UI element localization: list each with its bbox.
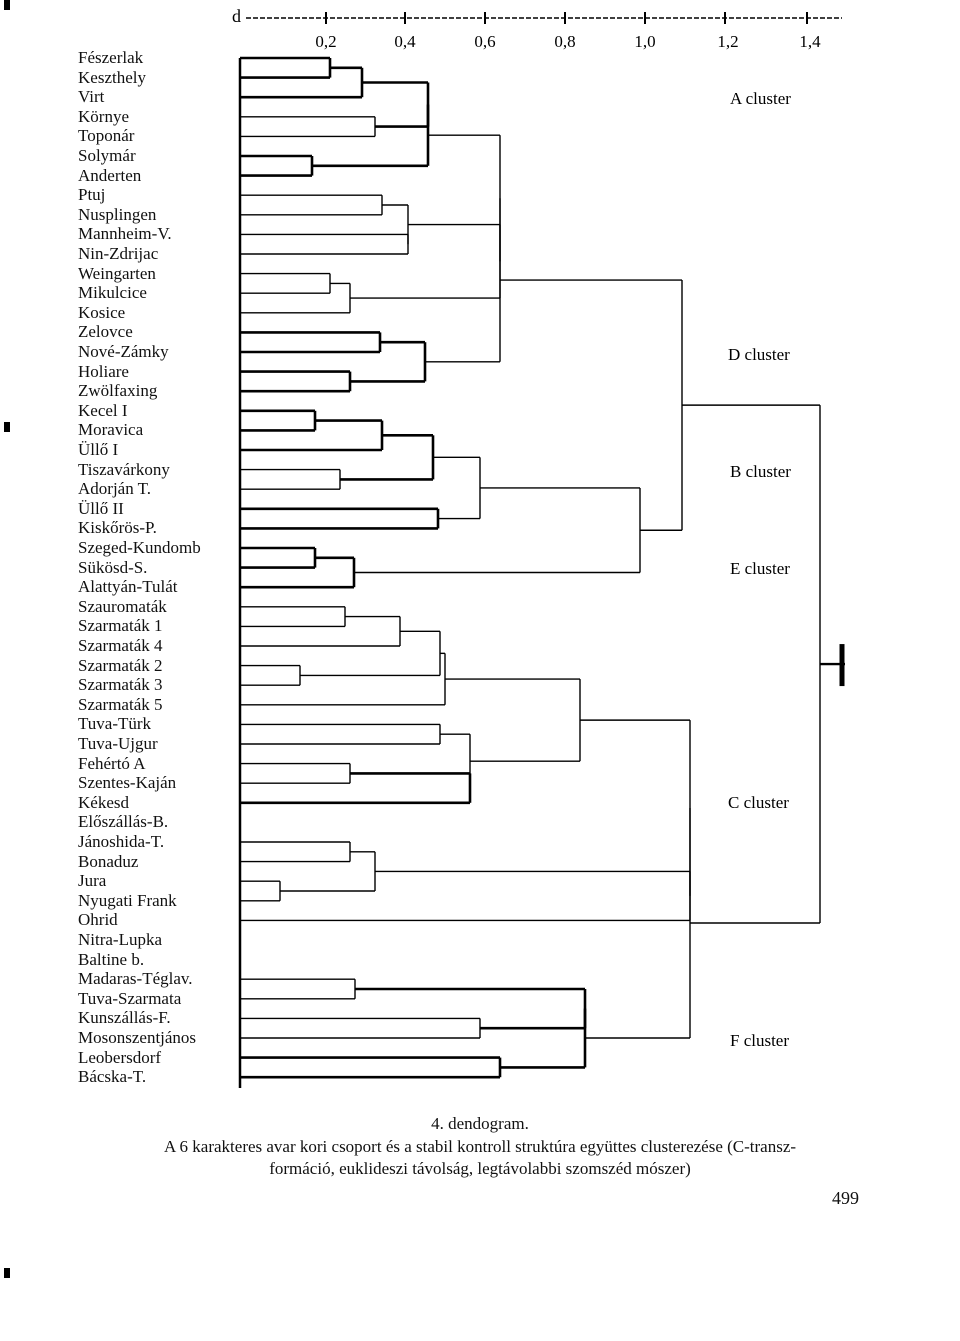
page-number: 499	[832, 1188, 859, 1208]
axis-tick-label: 0,8	[554, 32, 575, 51]
leaf-label: Nin-Zdrijac	[78, 244, 159, 263]
dendrogram: d 0,2 0,4 0,6 0,8 1,0 1,2 1,4 A cluster …	[232, 6, 845, 1088]
leaf-label: Virt	[78, 87, 105, 107]
leaf-label: Kecel I	[78, 400, 128, 420]
leaf-label: Szauromaták	[78, 596, 167, 616]
dendrogram-tree	[240, 56, 845, 1079]
cluster-label-f: F cluster	[730, 1031, 789, 1050]
leaf-label: Zwölfaxing	[78, 381, 158, 401]
leaf-label: Fészerlak	[78, 48, 144, 67]
leaf-label: Kékesd	[78, 792, 129, 812]
leaf-label: Leobersdorf	[78, 1047, 162, 1067]
cluster-label-a: A cluster	[730, 89, 791, 108]
leaf-label: Keszthely	[78, 67, 146, 87]
leaf-label: Anderten	[78, 165, 142, 185]
leaf-label: Nyugati Frank	[78, 890, 177, 910]
leaf-label: Moravica	[78, 420, 144, 440]
leaf-label: Szarmaták 1	[78, 616, 163, 636]
margin-mark	[4, 0, 10, 10]
margin-mark	[4, 422, 10, 432]
leaf-label: Sükösd-S.	[78, 557, 148, 577]
leaf-label: Kiskőrös-P.	[78, 518, 157, 538]
leaf-label: Adorján T.	[78, 479, 152, 499]
leaf-label: Weingarten	[78, 263, 156, 283]
leaf-label: Kosice	[78, 302, 126, 322]
leaf-label: Solymár	[78, 146, 136, 165]
caption-line-1: A 6 karakteres avar kori csoport és a st…	[163, 1137, 797, 1156]
leaf-label: Kunszállás-F.	[78, 1008, 171, 1028]
leaf-label: Szarmaták 4	[78, 636, 163, 655]
leaf-label: Bonaduz	[78, 851, 139, 871]
caption-title: 4. dendogram.	[431, 1114, 529, 1133]
axis-tick-label: 1,2	[717, 32, 738, 51]
leaf-label: Üllő I	[78, 440, 119, 459]
leaf-label: Nitra-Lupka	[78, 930, 163, 949]
leaf-label: Nusplingen	[78, 204, 157, 224]
axis-tick-label: 0,4	[394, 32, 416, 51]
leaf-label: Szarmaták 2	[78, 655, 163, 675]
leaf-label: Jánoshida-T.	[78, 832, 165, 851]
leaf-label: Szarmaták 5	[78, 694, 163, 714]
leaf-label: Mosonszentjános	[78, 1028, 197, 1047]
leaf-label: Tuva-Türk	[78, 714, 152, 734]
leaf-label: Tiszavárkony	[78, 459, 170, 479]
axis-tick-label: 1,0	[634, 32, 655, 51]
leaf-label: Jura	[78, 871, 107, 891]
leaf-label: Mannheim-V.	[78, 224, 172, 244]
cluster-label-e: E cluster	[730, 559, 790, 578]
leaf-label: Üllő II	[78, 498, 124, 518]
axis-tick-label: 1,4	[799, 32, 821, 51]
axis-tick-label: 0,6	[474, 32, 495, 51]
leaf-label: Madaras-Téglav.	[78, 969, 193, 989]
leaf-label: Holiare	[78, 361, 129, 381]
axis-ticks	[325, 12, 808, 24]
leaf-label: Alattyán-Tulát	[78, 577, 178, 597]
leaf-label: Nové-Zámky	[78, 342, 169, 361]
cluster-label-b: B cluster	[730, 462, 791, 481]
leaf-label: Toponár	[78, 126, 135, 146]
cluster-label-c: C cluster	[728, 793, 789, 812]
cluster-label-d: D cluster	[728, 345, 790, 364]
leaf-label: Bácska-T.	[78, 1067, 147, 1087]
leaf-label: Tuva-Szarmata	[78, 988, 182, 1008]
leaf-label: Zelovce	[78, 322, 133, 342]
leaf-label: Ohrid	[78, 910, 118, 930]
margin-mark	[4, 1268, 10, 1278]
leaf-label: Környe	[78, 106, 129, 126]
caption-line-2: formáció, euklideszi távolság, legtávola…	[269, 1159, 691, 1178]
leaf-label: Előszállás-B.	[78, 812, 169, 832]
axis-symbol: d	[232, 6, 241, 26]
leaf-label: Szeged-Kundomb	[78, 538, 201, 557]
leaf-label: Fehértó A	[78, 753, 146, 773]
leaf-label: Baltine b.	[78, 949, 145, 969]
leaf-label: Ptuj	[78, 185, 106, 205]
leaf-label: Mikulcice	[78, 283, 147, 303]
leaf-label: Szentes-Kaján	[78, 773, 177, 793]
leaf-label: Szarmaták 3	[78, 675, 163, 695]
axis-tick-label: 0,2	[315, 32, 336, 51]
leaf-label: Tuva-Ujgur	[78, 734, 158, 753]
